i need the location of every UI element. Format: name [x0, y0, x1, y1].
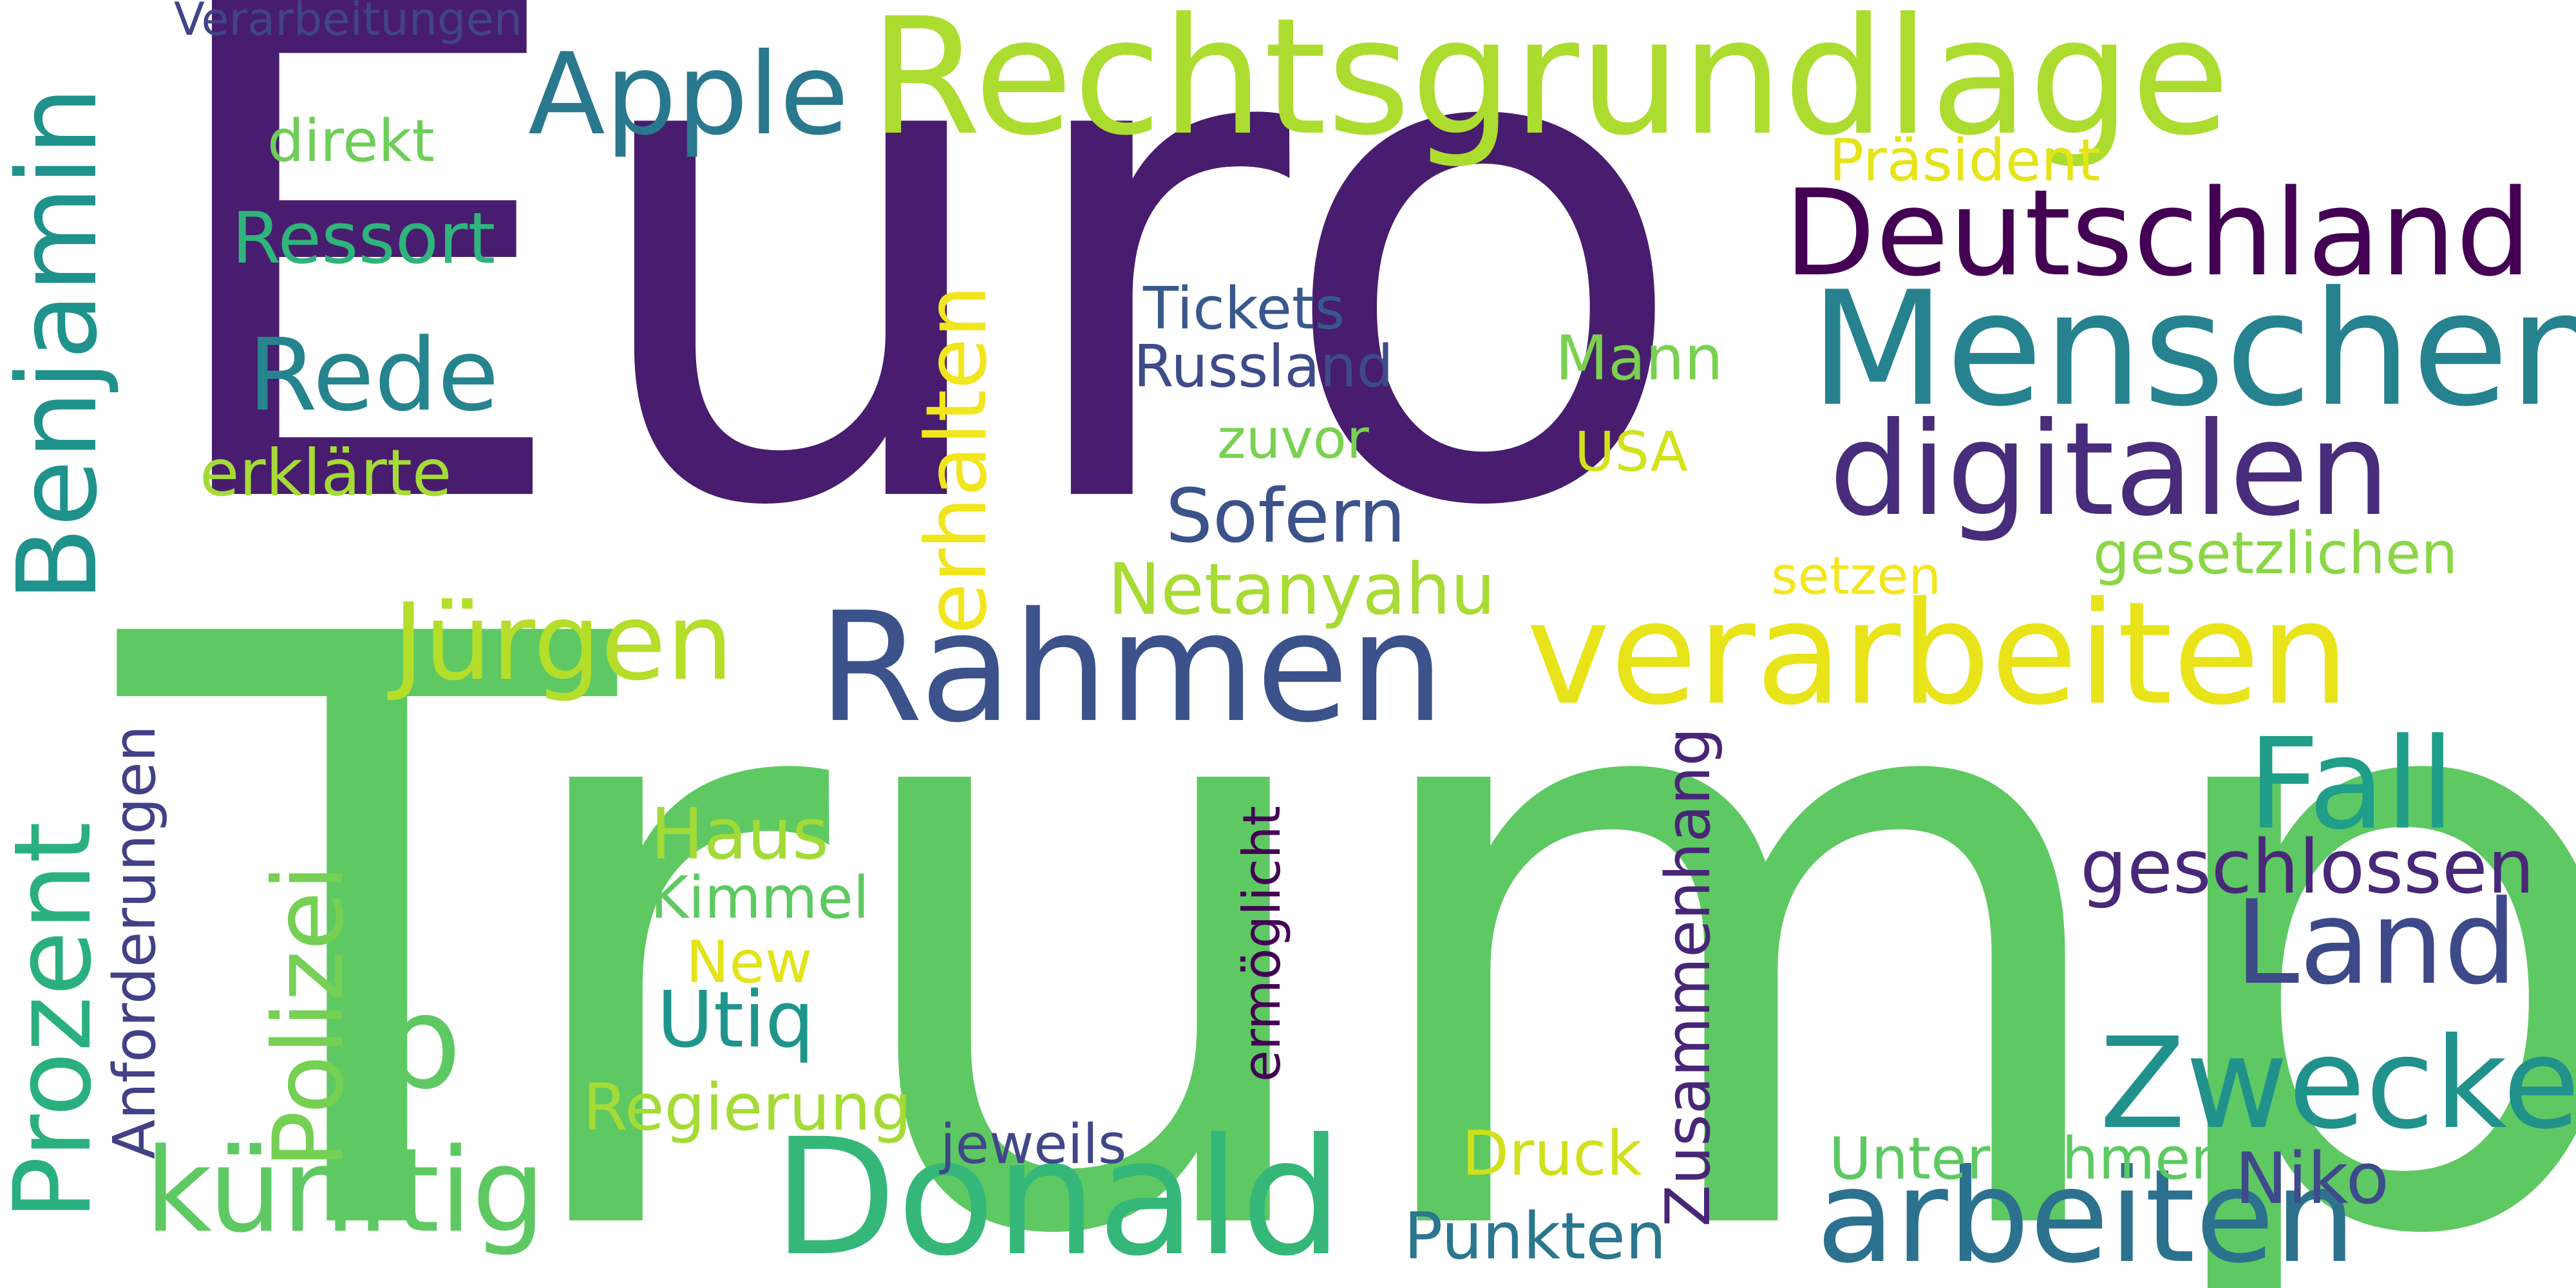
word-kuenftig: künftig — [145, 1124, 545, 1258]
word-apple: Apple — [528, 30, 849, 160]
word-regierung: Regierung — [583, 1070, 912, 1145]
word-anforderungen: Anforderungen — [101, 725, 169, 1159]
word-deutschland: Deutschland — [1784, 164, 2532, 303]
word-erhalten: erhalten — [907, 285, 1005, 634]
word-setzen: setzen — [1771, 546, 1942, 606]
word-juergen: Jürgen — [393, 580, 734, 704]
word-digitalen: digitalen — [1829, 395, 2391, 545]
word-tickets: Tickets — [1143, 275, 1345, 343]
word-usa: USA — [1575, 421, 1688, 484]
word-euro: Euro — [145, 0, 1692, 655]
word-fall: Fall — [2248, 711, 2456, 857]
word-menschen: Menschen — [1810, 258, 2576, 441]
word-rede: Rede — [248, 317, 499, 433]
word-rechtsgrundlage: Rechtsgrundlage — [869, 0, 2230, 171]
word-niko: Niko — [2235, 1137, 2389, 1220]
word-unternehmen: Unternehmen — [1829, 1125, 2228, 1193]
word-verarbeiten: verarbeiten — [1526, 571, 2350, 736]
word-b: b — [380, 968, 462, 1118]
word-polizei: Polizei — [253, 864, 365, 1169]
word-mann: Mann — [1555, 323, 1723, 394]
word-sofern: Sofern — [1166, 473, 1406, 560]
word-netanyahu: Netanyahu — [1108, 548, 1496, 630]
word-druck: Druck — [1462, 1119, 1642, 1189]
word-punkten: Punkten — [1404, 1198, 1667, 1274]
word-trump: Trump — [119, 468, 2576, 1288]
word-jeweils: jeweils — [940, 1113, 1127, 1177]
word-arbeiten: arbeiten — [1816, 1142, 2356, 1288]
word-zwecke: Zwecke — [2099, 1010, 2576, 1157]
word-donald: Donald — [773, 1104, 1343, 1288]
word-praesident: Präsident — [1829, 127, 2101, 194]
word-new: New — [686, 929, 813, 996]
word-erklaerte: erklärte — [200, 435, 452, 511]
word-rahmen: Rahmen — [818, 580, 1445, 756]
word-ressort: Ressort — [232, 197, 496, 279]
word-land: Land — [2235, 876, 2517, 1010]
word-ermoeglicht: ermöglicht — [1232, 806, 1292, 1082]
word-zuvor: zuvor — [1217, 408, 1369, 471]
word-russland: Russland — [1133, 333, 1394, 401]
word-haus: Haus — [650, 793, 829, 875]
word-kimmel: Kimmel — [650, 864, 869, 932]
word-direkt: direkt — [267, 108, 435, 175]
word-prozent: Prozent — [0, 821, 115, 1220]
word-benjamin: Benjamin — [0, 86, 122, 602]
word-geschlossen: geschlossen — [2080, 824, 2535, 911]
word-verarbeitungen: Verarbeitungen — [174, 0, 522, 46]
word-utiq: Utiq — [657, 976, 815, 1065]
word-zusammenhang: Zusammenhang — [1653, 727, 1724, 1227]
word-gesetzlichen: gesetzlichen — [2093, 520, 2458, 587]
